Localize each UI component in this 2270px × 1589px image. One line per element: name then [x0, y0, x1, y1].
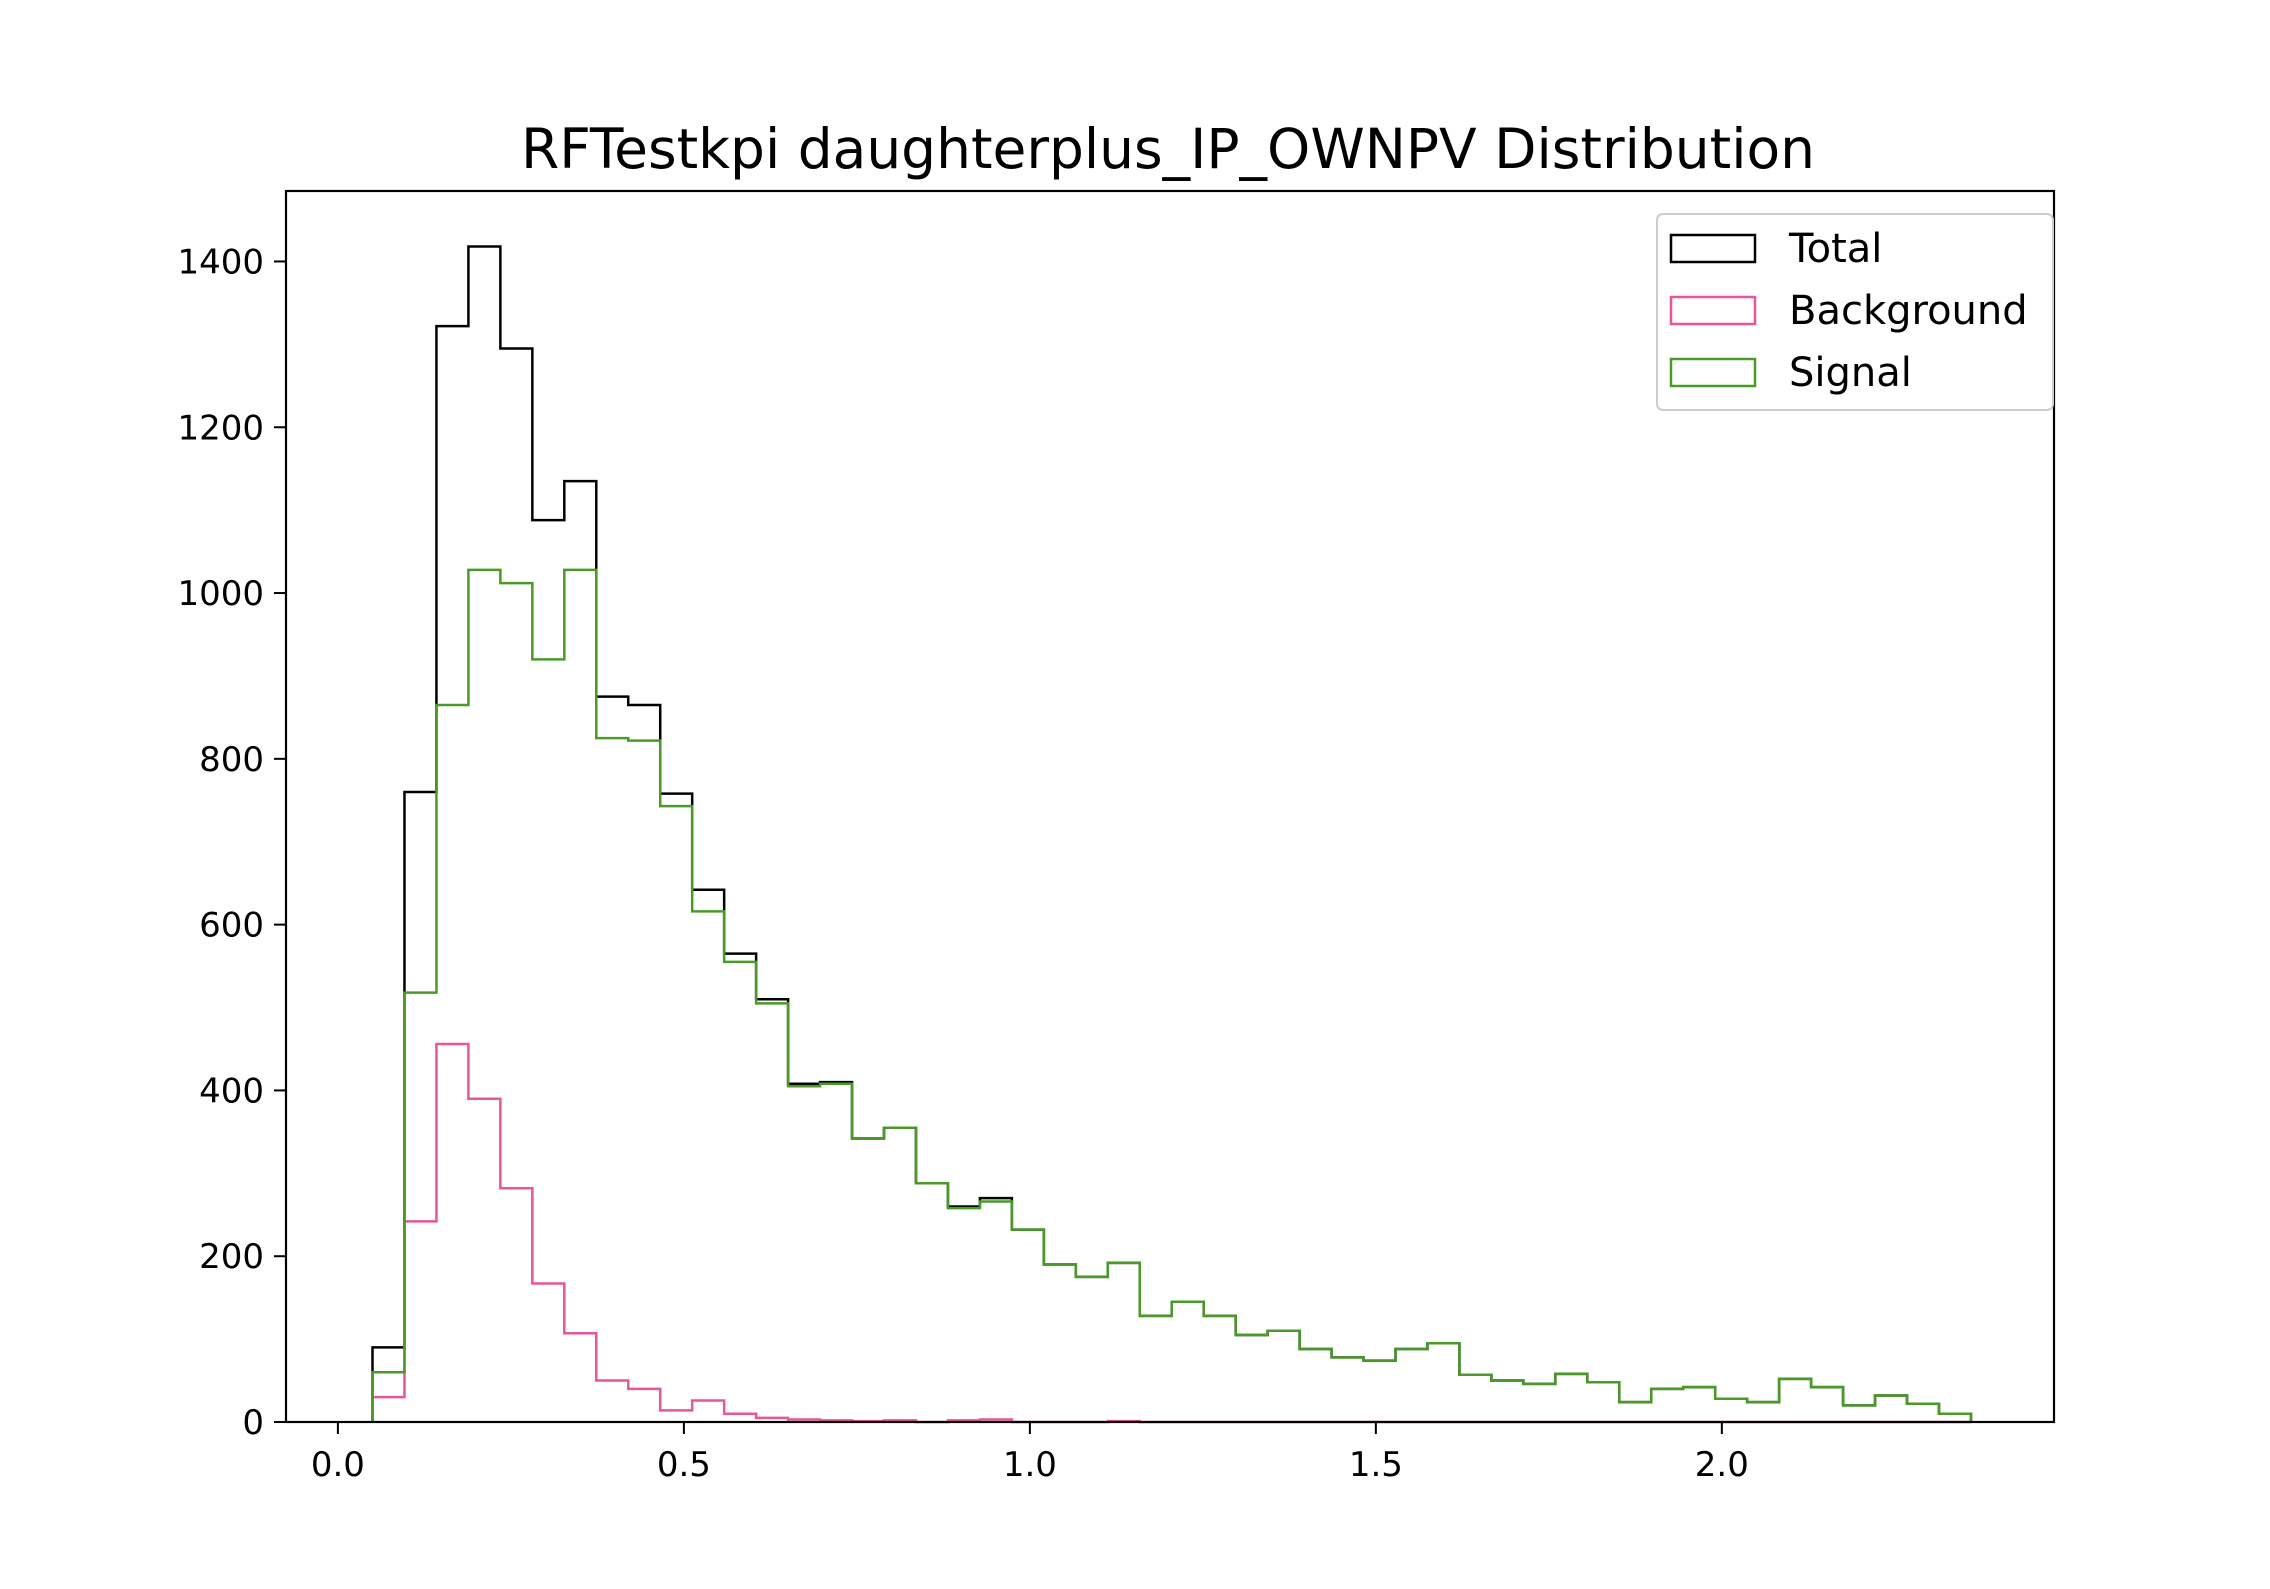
y-tick-label: 0	[242, 1403, 264, 1443]
axes-frame	[284, 189, 2056, 1424]
x-tick-label: 0.5	[657, 1445, 711, 1485]
y-tick-label: 800	[199, 740, 264, 780]
legend: Total Background Signal	[1656, 213, 2054, 411]
x-tick-label: 2.0	[1695, 1445, 1749, 1485]
series-signal-step-line	[371, 568, 1973, 1422]
axes: 0.0 0.5 1.0 1.5 2.0 0 200 400 600 800 1000 1200 1400	[177, 189, 2056, 1485]
y-tick-label: 1400	[177, 242, 264, 282]
legend-swatch-total	[1669, 233, 1757, 264]
y-tick-label: 600	[199, 906, 264, 946]
legend-swatch-background	[1669, 295, 1757, 326]
y-tick-label: 200	[199, 1237, 264, 1277]
y-tick-label: 1000	[177, 574, 264, 614]
x-tick-label: 0.0	[311, 1445, 365, 1485]
x-tick-label: 1.0	[1003, 1445, 1057, 1485]
chart-title: RFTestkpi daughterplus_IP_OWNPV Distribu…	[521, 117, 1815, 181]
legend-label-total: Total	[1788, 226, 1882, 272]
legend-label-signal: Signal	[1789, 350, 1912, 396]
x-tick-label: 1.5	[1349, 1445, 1403, 1485]
y-tick-label: 400	[199, 1071, 264, 1111]
y-tick-label: 1200	[177, 408, 264, 448]
legend-label-background: Background	[1789, 288, 2028, 334]
legend-swatch-signal	[1669, 357, 1757, 388]
